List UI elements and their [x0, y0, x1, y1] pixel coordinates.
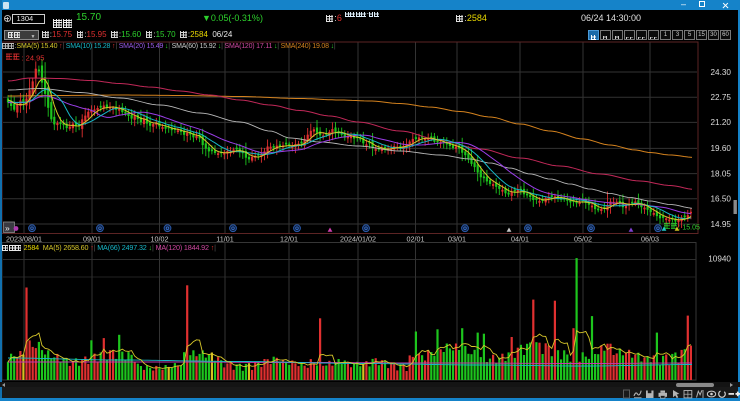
svg-text:09/01: 09/01 [83, 235, 101, 244]
svg-text:05/02: 05/02 [574, 235, 592, 244]
svg-text:10940: 10940 [708, 255, 731, 264]
svg-text:»: » [5, 223, 10, 233]
svg-text:19.60: 19.60 [711, 144, 732, 153]
svg-text:2023/08/01: 2023/08/01 [6, 235, 42, 244]
svg-text:: 24.95: : 24.95 [22, 54, 45, 63]
svg-text:06/03: 06/03 [641, 235, 659, 244]
svg-text:12/01: 12/01 [280, 235, 298, 244]
svg-text:21.20: 21.20 [711, 118, 732, 127]
svg-text:22.75: 22.75 [711, 93, 732, 102]
svg-text:: 15.05: : 15.05 [679, 224, 701, 231]
svg-text:10/02: 10/02 [151, 235, 169, 244]
svg-text:03/01: 03/01 [448, 235, 466, 244]
svg-text:2024/01/02: 2024/01/02 [340, 235, 376, 244]
svg-text:14.95: 14.95 [711, 220, 732, 229]
svg-text:24.30: 24.30 [711, 68, 732, 77]
svg-text:18.05: 18.05 [711, 169, 732, 178]
svg-text:11/01: 11/01 [216, 235, 233, 244]
svg-text:16.50: 16.50 [711, 195, 732, 204]
svg-text:04/01: 04/01 [511, 235, 529, 244]
svg-text:02/01: 02/01 [407, 235, 425, 244]
